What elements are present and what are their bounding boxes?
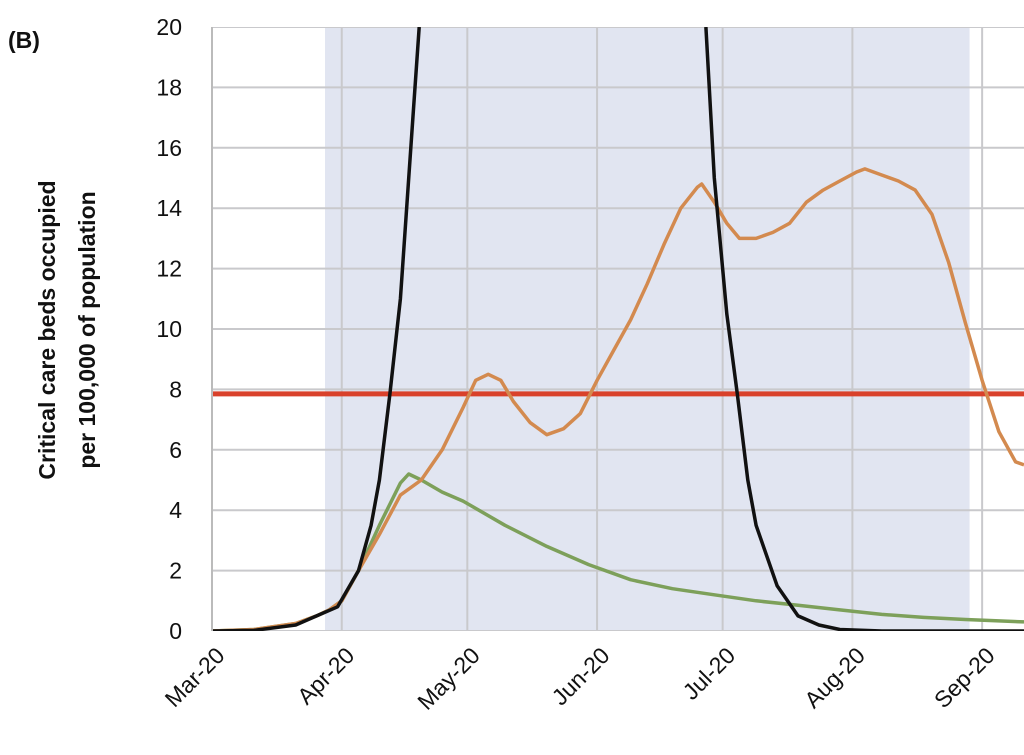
y-tick-label: 2 bbox=[169, 558, 182, 584]
data-line bbox=[212, 167, 1024, 631]
data-line bbox=[212, 27, 1024, 631]
x-tick-label: May-20 bbox=[412, 642, 485, 715]
y-tick-label: 8 bbox=[169, 376, 182, 402]
plot-area bbox=[212, 27, 1024, 631]
x-tick-label: Aug-20 bbox=[799, 642, 870, 713]
x-tick-label: Apr-20 bbox=[292, 642, 359, 709]
x-tick-label: Sep-20 bbox=[929, 642, 1000, 713]
y-axis-label: Critical care beds occupied bbox=[34, 180, 60, 479]
y-tick-label: 14 bbox=[156, 195, 182, 221]
y-tick-label: 6 bbox=[169, 437, 182, 463]
x-tick-label: Jun-20 bbox=[546, 642, 614, 710]
y-tick-label: 20 bbox=[156, 14, 182, 40]
panel-label: (B) bbox=[8, 27, 40, 53]
x-tick-label: Mar-20 bbox=[160, 642, 230, 712]
y-tick-label: 16 bbox=[156, 135, 182, 161]
y-tick-label: 0 bbox=[169, 618, 182, 644]
y-tick-label: 4 bbox=[169, 497, 182, 523]
y-tick-label: 12 bbox=[156, 256, 182, 282]
y-axis-label: per 100,000 of population bbox=[74, 191, 100, 468]
y-tick-label: 18 bbox=[156, 74, 182, 100]
y-tick-label: 10 bbox=[156, 316, 182, 342]
x-tick-label: Jul-20 bbox=[677, 642, 740, 705]
